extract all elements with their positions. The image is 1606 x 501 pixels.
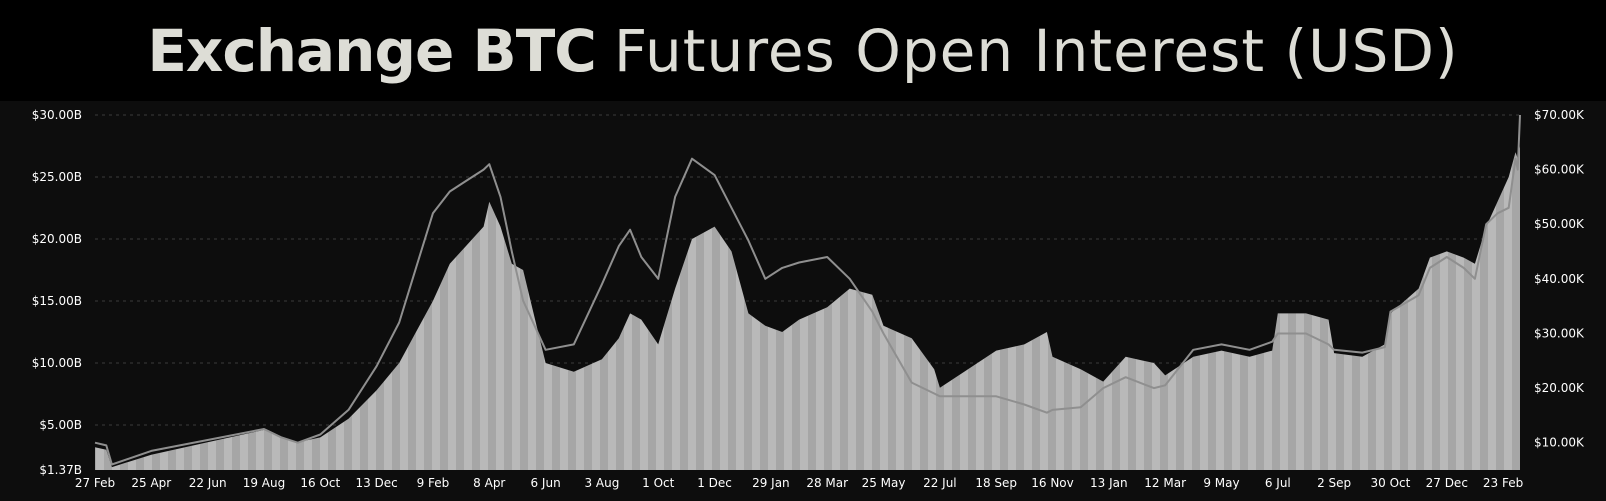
x-axis-tick-label: 30 Oct bbox=[1371, 476, 1411, 490]
left-axis-tick-label: $5.00B bbox=[39, 418, 82, 432]
x-axis-tick-label: 9 Feb bbox=[417, 476, 450, 490]
left-axis-tick-label: $30.00B bbox=[32, 108, 82, 122]
x-axis-tick-label: 13 Jan bbox=[1090, 476, 1128, 490]
x-axis-tick-label: 13 Dec bbox=[355, 476, 397, 490]
x-axis-tick-label: 9 May bbox=[1203, 476, 1239, 490]
x-axis-tick-label: 1 Oct bbox=[642, 476, 674, 490]
x-axis-tick-label: 18 Sep bbox=[975, 476, 1017, 490]
x-axis-tick-label: 3 Aug bbox=[584, 476, 619, 490]
left-axis-tick-label: $15.00B bbox=[32, 294, 82, 308]
x-axis-tick-label: 8 Apr bbox=[473, 476, 505, 490]
x-axis-tick-label: 16 Nov bbox=[1031, 476, 1074, 490]
open-interest-chart: $1.37B $5.00B $10.00B $15.00B $20.00B $25.00B… bbox=[32, 108, 1585, 490]
chart-area: $1.37B $5.00B $10.00B $15.00B $20.00B $25.00B… bbox=[0, 101, 1606, 501]
left-y-axis: $1.37B $5.00B $10.00B $15.00B $20.00B $25.00B… bbox=[32, 108, 82, 477]
right-axis-tick-label: $30.00K bbox=[1534, 326, 1585, 340]
right-axis-tick-label: $70.00K bbox=[1534, 108, 1585, 122]
open-interest-series bbox=[95, 146, 1520, 470]
x-axis-tick-label: 27 Feb bbox=[75, 476, 115, 490]
x-axis-tick-label: 16 Oct bbox=[300, 476, 340, 490]
left-axis-tick-label: $25.00B bbox=[32, 170, 82, 184]
x-axis-tick-label: 19 Aug bbox=[243, 476, 286, 490]
x-axis-tick-label: 6 Jun bbox=[530, 476, 560, 490]
right-axis-tick-label: $60.00K bbox=[1534, 163, 1585, 177]
right-axis-tick-label: $50.00K bbox=[1534, 217, 1585, 231]
right-y-axis: $10.00K $20.00K $30.00K $40.00K $50.00K $60.0… bbox=[1534, 108, 1585, 450]
x-axis-tick-label: 1 Dec bbox=[697, 476, 732, 490]
left-axis-tick-label: $10.00B bbox=[32, 356, 82, 370]
x-axis-tick-label: 22 Jun bbox=[189, 476, 227, 490]
right-axis-tick-label: $10.00K bbox=[1534, 436, 1585, 450]
chart-title: Exchange BTC Futures Open Interest (USD) bbox=[0, 0, 1606, 101]
left-axis-tick-label: $20.00B bbox=[32, 232, 82, 246]
right-axis-tick-label: $20.00K bbox=[1534, 381, 1585, 395]
x-axis-tick-label: 28 Mar bbox=[806, 476, 848, 490]
x-axis-tick-label: 23 Feb bbox=[1483, 476, 1523, 490]
x-axis-tick-label: 27 Dec bbox=[1426, 476, 1468, 490]
open-interest-area-stripes bbox=[95, 146, 1520, 470]
chart-title-bold: Exchange BTC bbox=[147, 16, 597, 85]
x-axis-tick-label: 25 May bbox=[862, 476, 906, 490]
x-axis-tick-label: 2 Sep bbox=[1317, 476, 1351, 490]
x-axis-tick-label: 6 Jul bbox=[1265, 476, 1291, 490]
left-axis-tick-label: $1.37B bbox=[39, 463, 82, 477]
x-axis: 27 Feb 25 Apr 22 Jun 19 Aug 16 Oct 13 Dec 9 Fe… bbox=[75, 476, 1523, 490]
right-axis-tick-label: $40.00K bbox=[1534, 272, 1585, 286]
x-axis-tick-label: 29 Jan bbox=[752, 476, 790, 490]
chart-title-light: Futures Open Interest (USD) bbox=[613, 16, 1459, 85]
x-axis-tick-label: 22 Jul bbox=[923, 476, 957, 490]
x-axis-tick-label: 12 Mar bbox=[1144, 476, 1186, 490]
price-series bbox=[94, 114, 1521, 466]
x-axis-tick-label: 25 Apr bbox=[131, 476, 171, 490]
price-line bbox=[94, 114, 1521, 466]
